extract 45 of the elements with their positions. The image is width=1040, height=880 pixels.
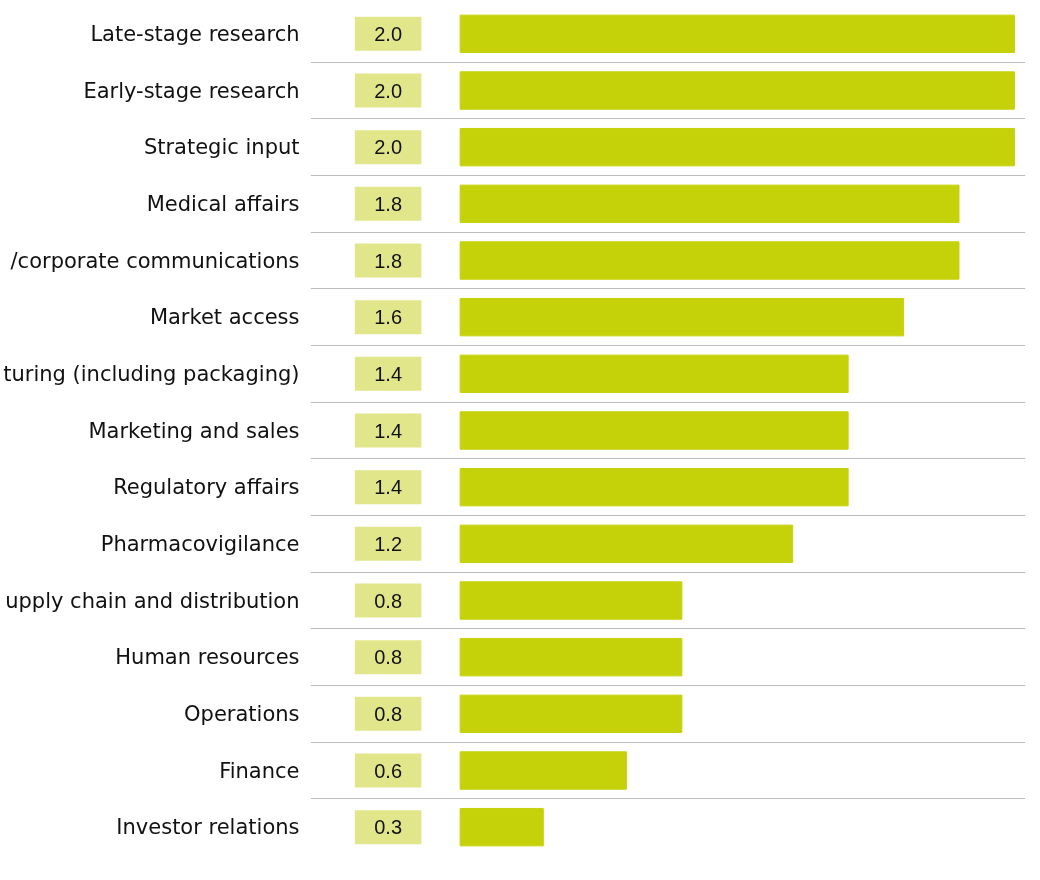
data-label: 2.0 (374, 22, 403, 45)
data-label: 0.8 (374, 589, 403, 612)
data-label: 0.6 (374, 759, 403, 782)
y-tick-label: Regulatory affairs (113, 475, 300, 500)
bar (459, 467, 849, 507)
y-tick-label: Human resources (115, 645, 300, 670)
bar (459, 581, 683, 620)
y-tick-label: Pharmacovigilance (100, 531, 300, 556)
data-label: 1.4 (374, 362, 403, 385)
y-tick-label: Medical affairs (146, 191, 300, 216)
y-tick-label: Late-stage research (90, 21, 300, 46)
y-tick-label: Finance (219, 758, 300, 783)
bar (459, 184, 960, 224)
bar (459, 241, 960, 280)
data-label: 2.0 (374, 136, 403, 159)
bar (459, 71, 1015, 110)
y-tick-label: Operations (184, 701, 300, 726)
data-label: 0.8 (374, 646, 403, 669)
bar (459, 354, 849, 394)
data-label: 1.4 (374, 419, 403, 442)
data-label: 1.4 (374, 476, 403, 499)
data-label: 0.3 (374, 816, 403, 839)
bar (459, 14, 1015, 54)
bar (459, 127, 1015, 167)
data-label: 1.8 (374, 249, 403, 272)
y-tick-label: turing (including packaging) (3, 361, 300, 386)
bar (459, 297, 905, 337)
y-tick-label: Investor relations (116, 815, 300, 840)
y-tick-label: Market access (149, 305, 300, 330)
bar (459, 807, 544, 847)
bar (459, 694, 683, 734)
data-label: 1.6 (374, 306, 403, 329)
bar (459, 751, 627, 790)
bar (459, 524, 794, 564)
y-tick-label: upply chain and distribution (5, 588, 300, 613)
data-label: 1.8 (374, 192, 403, 215)
y-tick-label: Early-stage research (83, 78, 300, 103)
bar (459, 411, 849, 450)
data-label: 0.8 (374, 702, 403, 725)
y-tick-label: Marketing and sales (88, 418, 300, 443)
y-tick-label: Strategic input (143, 135, 300, 160)
bar (459, 637, 683, 677)
data-label: 1.2 (374, 532, 403, 555)
data-label: 2.0 (374, 79, 403, 102)
y-tick-label: /corporate communications (10, 248, 300, 273)
